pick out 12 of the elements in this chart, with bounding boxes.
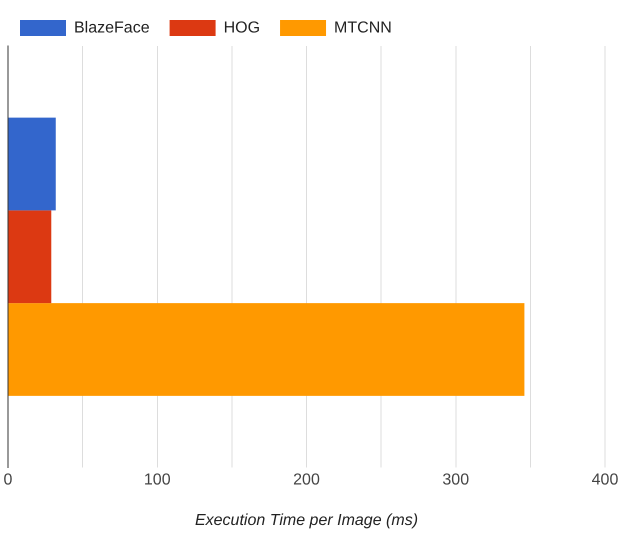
x-tick-label: 300 — [442, 472, 470, 489]
legend-label: HOG — [224, 19, 260, 36]
legend-label: BlazeFace — [74, 19, 150, 36]
x-tick-label: 200 — [293, 472, 320, 489]
x-axis-title: Execution Time per Image (ms) — [194, 512, 418, 529]
x-tick-label: 0 — [4, 472, 13, 489]
x-tick-label: 400 — [592, 472, 618, 489]
x-tick-label: 100 — [144, 472, 171, 489]
bar — [8, 210, 52, 304]
bar — [8, 303, 524, 396]
bar — [8, 118, 56, 210]
legend-label: MTCNN — [334, 19, 392, 36]
